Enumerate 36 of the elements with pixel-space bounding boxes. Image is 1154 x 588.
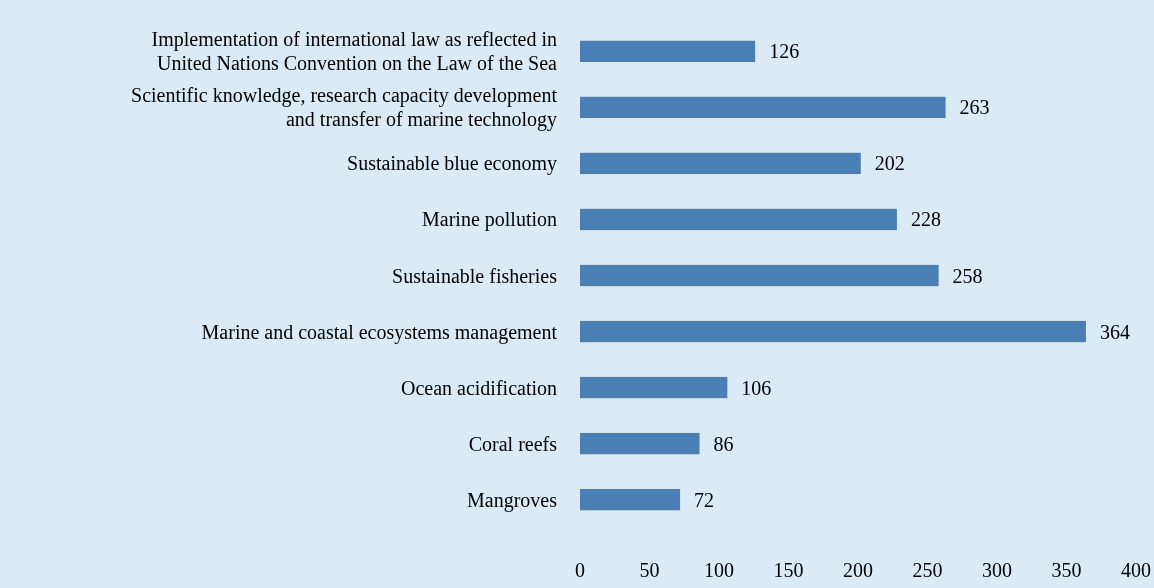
x-tick-label: 200 — [843, 559, 873, 581]
y-tick-label: Ocean acidification — [400, 376, 557, 399]
y-tick-label: Sustainable fisheries — [392, 264, 558, 287]
data-label: 263 — [959, 96, 990, 119]
y-tick-label: Coral reefs — [468, 432, 558, 455]
data-label: 258 — [952, 264, 983, 287]
bar — [580, 376, 728, 399]
y-tick-label: Sustainable blue economy — [347, 152, 557, 176]
x-tick-label: 50 — [639, 559, 660, 581]
y-tick-label: Scientific knowledge, research capacity development and transfer of marine technology — [131, 84, 558, 132]
x-tick-label: 250 — [912, 559, 943, 581]
data-label: 106 — [741, 376, 772, 399]
bar — [580, 208, 897, 231]
y-tick-label: Marine pollution — [422, 208, 557, 232]
data-label: 228 — [910, 208, 941, 231]
bar — [580, 488, 681, 511]
bar — [580, 96, 946, 119]
x-tick-label: 350 — [1051, 559, 1082, 581]
y-tick-label: Marine and coastal ecosystems management — [201, 320, 558, 344]
y-tick-label: Implementation of international law as reflected in United Nations Convention on the Law of the Sea — [151, 28, 558, 75]
x-tick-label: 400 — [1121, 559, 1151, 581]
bar — [580, 320, 1086, 343]
data-label: 202 — [874, 152, 905, 175]
data-label: 86 — [713, 432, 734, 455]
data-label: 364 — [1099, 320, 1130, 343]
x-tick-label: 150 — [773, 559, 804, 581]
bar — [580, 432, 700, 455]
data-label: 72 — [694, 488, 715, 511]
y-tick-label: Mangroves — [467, 488, 558, 512]
bar — [580, 264, 939, 287]
bar — [580, 40, 756, 63]
data-label: 126 — [769, 40, 800, 63]
x-tick-label: 100 — [704, 559, 734, 581]
bar — [580, 152, 861, 175]
x-tick-label: 0 — [575, 559, 585, 581]
x-tick-label: 300 — [982, 559, 1012, 581]
